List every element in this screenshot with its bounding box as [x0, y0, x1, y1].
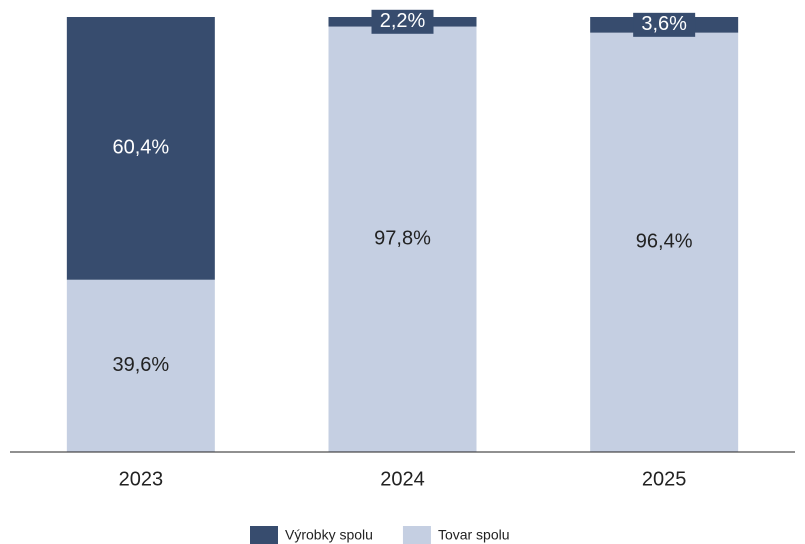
label-background [633, 12, 696, 37]
x-tick-label: 2024 [380, 468, 425, 490]
legend-swatch [402, 526, 431, 544]
value-label: 96,4% [636, 231, 693, 253]
x-tick-label: 2023 [119, 468, 164, 490]
value-label: 39,6% [112, 354, 169, 376]
bar-segment [328, 26, 477, 452]
x-tick-label: 2025 [642, 468, 687, 490]
value-label: 60,4% [112, 137, 169, 159]
legend-label: Tovar spolu [438, 527, 510, 543]
legend-label: Výrobky spolu [285, 527, 373, 543]
bar-segment [66, 17, 215, 280]
bar-segment [66, 279, 215, 452]
value-label: 3,6% [641, 13, 687, 35]
value-label: 97,8% [374, 228, 431, 250]
legend-swatch [250, 526, 278, 544]
bar-segment [590, 32, 739, 452]
value-label: 2,2% [380, 10, 426, 32]
label-background [371, 9, 434, 34]
